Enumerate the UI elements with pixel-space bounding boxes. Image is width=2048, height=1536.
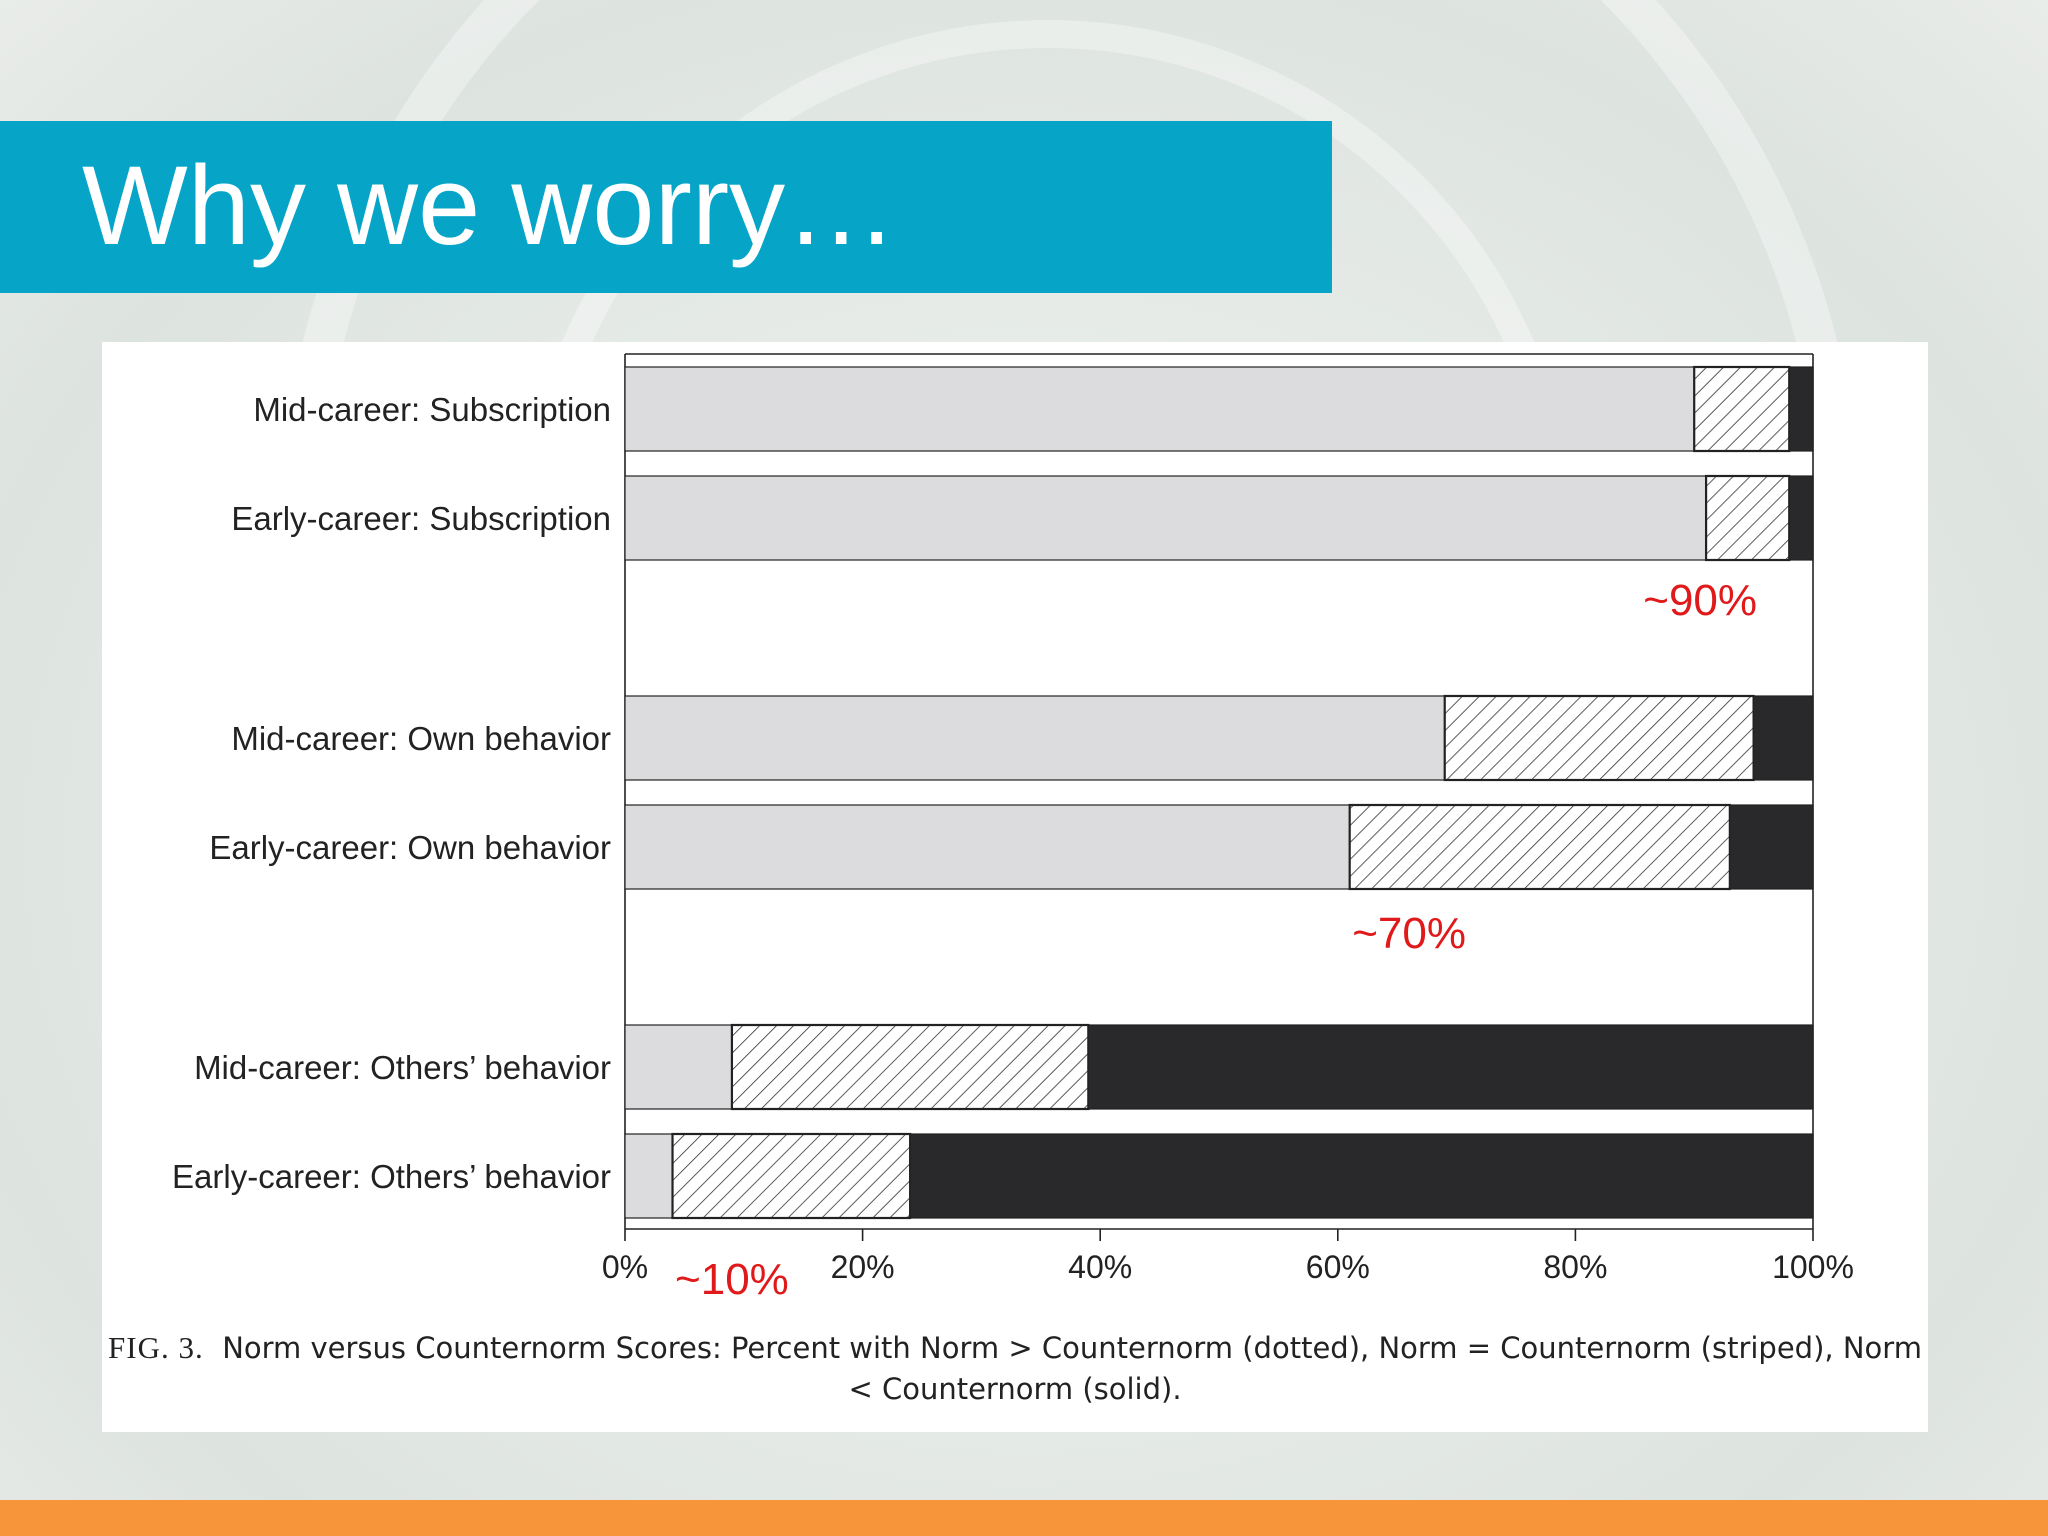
bar-segment-striped bbox=[730, 1023, 1090, 1111]
annotation-label: ~10% bbox=[675, 1255, 789, 1304]
bottom-accent-bar bbox=[0, 1500, 2048, 1536]
annotation-label: ~90% bbox=[1643, 576, 1757, 625]
bar-segment-dotted bbox=[624, 1024, 733, 1110]
bar-segment-striped bbox=[1348, 803, 1731, 891]
bar-segment-striped bbox=[671, 1132, 912, 1220]
bar-segment-solid bbox=[1788, 366, 1814, 452]
x-tick-label: 40% bbox=[1068, 1249, 1132, 1285]
bar-segment-solid bbox=[1729, 804, 1814, 890]
category-label: Mid-career: Others’ behavior bbox=[194, 1049, 611, 1086]
figure-label: FIG. 3. bbox=[108, 1330, 204, 1365]
x-tick-label: 100% bbox=[1772, 1249, 1854, 1285]
bar-segment-dotted bbox=[624, 1133, 674, 1219]
annotation-label: ~70% bbox=[1352, 909, 1466, 958]
bar-segment-solid bbox=[1788, 475, 1814, 561]
bar-segment-solid bbox=[1087, 1024, 1814, 1110]
category-label: Mid-career: Subscription bbox=[253, 391, 611, 428]
bar-segment-dotted bbox=[624, 804, 1351, 890]
bar-segment-striped bbox=[1443, 694, 1755, 782]
bar-segment-dotted bbox=[624, 475, 1707, 561]
x-tick-label: 0% bbox=[602, 1249, 648, 1285]
stacked-bar-chart: Mid-career: Subscription Early-career: Su… bbox=[172, 353, 1854, 1304]
x-tick-label: 60% bbox=[1306, 1249, 1370, 1285]
bar-segment-striped bbox=[1704, 474, 1791, 562]
category-label: Early-career: Others’ behavior bbox=[172, 1158, 611, 1195]
figure-caption-text: Norm versus Counternorm Scores: Percent … bbox=[222, 1331, 1922, 1406]
figure-caption: FIG. 3. Norm versus Counternorm Scores: … bbox=[102, 1327, 1928, 1410]
bar-segment-dotted bbox=[624, 366, 1695, 452]
title-banner: Why we worry… bbox=[0, 121, 1332, 293]
bar-segment-striped bbox=[1693, 365, 1791, 453]
bar-segment-solid bbox=[1752, 695, 1814, 781]
category-label: Early-career: Subscription bbox=[231, 500, 611, 537]
category-label: Early-career: Own behavior bbox=[209, 829, 611, 866]
x-tick-label: 20% bbox=[831, 1249, 895, 1285]
slide-title: Why we worry… bbox=[82, 143, 898, 268]
x-tick-label: 80% bbox=[1543, 1249, 1607, 1285]
bar-segment-dotted bbox=[624, 695, 1446, 781]
figure-panel: Mid-career: Subscription Early-career: Su… bbox=[102, 342, 1928, 1432]
bar-segment-solid bbox=[909, 1133, 1814, 1219]
category-label: Mid-career: Own behavior bbox=[231, 720, 611, 757]
